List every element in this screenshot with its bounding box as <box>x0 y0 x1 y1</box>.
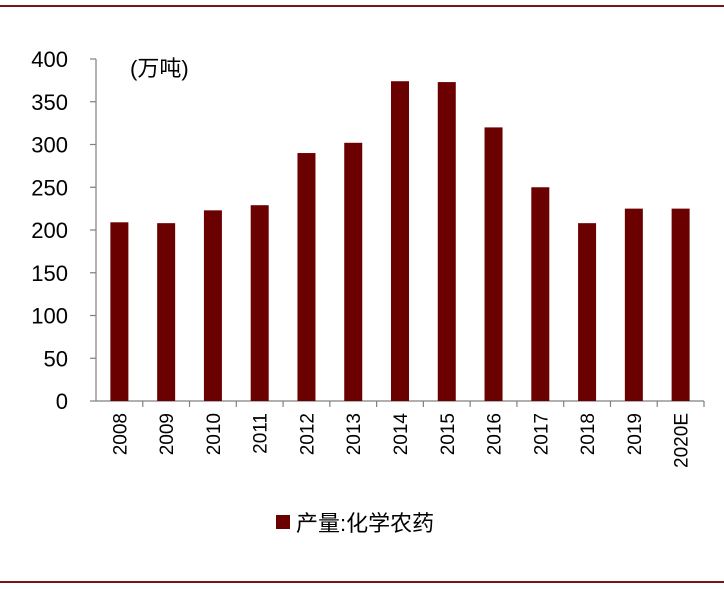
y-axis: 0 50 100 150 200 250 300 350 400 <box>31 47 97 414</box>
legend-label: 产量:化学农药 <box>296 511 434 536</box>
bar-2017 <box>531 187 550 401</box>
x-tick-label: 2013 <box>344 413 365 455</box>
bar-2016 <box>484 127 503 402</box>
bar-2013 <box>344 142 363 402</box>
y-tick-label: 200 <box>31 218 68 243</box>
x-tick-label: 2019 <box>625 413 646 455</box>
y-tick-label: 100 <box>31 304 68 329</box>
y-tick-label: 0 <box>56 389 68 414</box>
bar-2010 <box>203 210 222 401</box>
x-tick-label: 2011 <box>251 413 272 454</box>
x-tick-label: 2016 <box>485 413 506 455</box>
x-tick-label: 2010 <box>204 413 225 455</box>
x-tick-label: 2014 <box>391 413 412 456</box>
bar-2018 <box>578 223 597 401</box>
y-tick-label: 400 <box>31 47 68 72</box>
y-tick-label: 150 <box>31 261 68 286</box>
bar-2015 <box>437 82 456 402</box>
x-axis: 2008 2009 2010 2011 2012 2013 2014 2015 2016 2017… <box>96 400 705 468</box>
y-tick-label: 250 <box>31 175 68 200</box>
x-tick-label: 2018 <box>578 413 599 455</box>
legend-swatch <box>276 515 290 529</box>
bar-2008 <box>110 222 129 401</box>
x-tick-label: 2008 <box>110 413 131 455</box>
y-tick-label: 300 <box>31 133 68 158</box>
x-tick-label: 2009 <box>157 413 178 455</box>
bar-2019 <box>624 208 643 401</box>
y-tick-label: 50 <box>44 346 68 371</box>
x-tick-label: 2017 <box>531 413 552 455</box>
y-unit-label: (万吨) <box>130 56 189 81</box>
bar-2012 <box>297 153 316 401</box>
bar-2020E <box>671 208 690 401</box>
bar-2011 <box>250 205 269 401</box>
bars <box>110 81 690 402</box>
y-tick-label: 350 <box>31 90 68 115</box>
x-tick-label: 2012 <box>297 413 318 455</box>
x-tick-label: 2020E <box>672 413 693 468</box>
x-tick-label: 2015 <box>438 413 459 455</box>
bar-2009 <box>157 223 176 401</box>
legend: 产量:化学农药 <box>276 511 434 536</box>
bar-2014 <box>391 81 409 401</box>
